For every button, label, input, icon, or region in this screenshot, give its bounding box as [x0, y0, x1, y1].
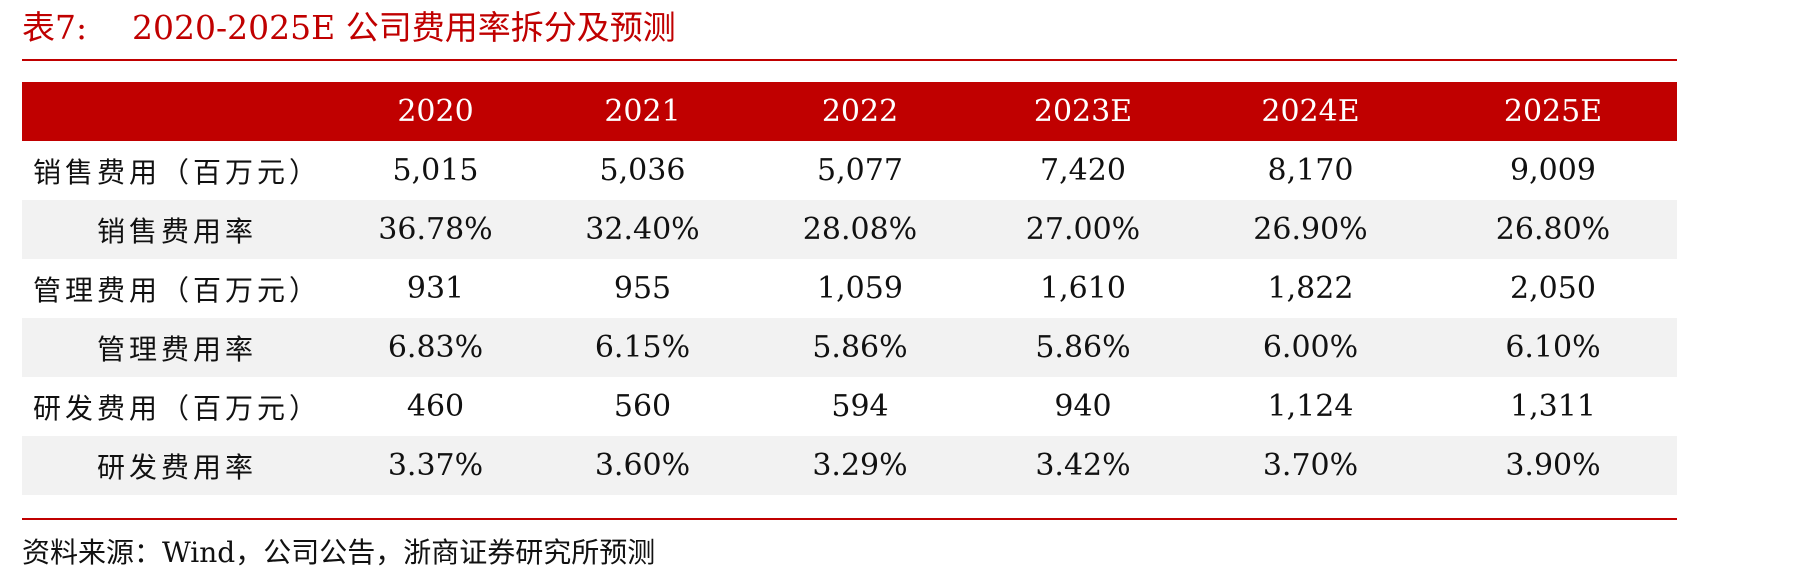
- table-cell: 6.15%: [539, 318, 746, 377]
- table-row: 销售费用率 36.78% 32.40% 28.08% 27.00% 26.90%…: [22, 200, 1677, 259]
- row-label: 研发费用（百万元）: [32, 391, 321, 425]
- table-cell: 27.00%: [974, 200, 1192, 259]
- table-row: 研发费用（百万元） 460 560 594 940 1,124 1,311: [22, 377, 1677, 436]
- table-cell: 26.90%: [1192, 200, 1429, 259]
- table-cell: 3.37%: [332, 436, 539, 495]
- table-cell: 3.29%: [746, 436, 974, 495]
- table-title-text: 2020-2025E 公司费用率拆分及预测: [132, 8, 676, 47]
- table-cell: 560: [613, 389, 672, 424]
- bottom-divider: [22, 518, 1677, 520]
- table-cell: 6.00%: [1192, 318, 1429, 377]
- row-label: 研发费用率: [22, 436, 332, 495]
- table-row: 销售费用（百万元） 5,015 5,036 5,077 7,420 8,170 …: [22, 141, 1677, 200]
- top-divider: [22, 59, 1677, 61]
- table-cell: 5,036: [599, 153, 686, 188]
- row-label: 销售费用率: [22, 200, 332, 259]
- header-year: 2023E: [974, 82, 1192, 141]
- table-cell: 1,822: [1267, 271, 1354, 306]
- table-cell: 8,170: [1267, 153, 1354, 188]
- table-cell: 32.40%: [539, 200, 746, 259]
- table-cell: 5,077: [817, 153, 903, 188]
- header-row: 2020 2021 2022 2023E 2024E 2025E: [22, 82, 1677, 141]
- table-cell: 594: [831, 389, 889, 424]
- table-cell: 1,059: [817, 271, 903, 306]
- row-label: 管理费用（百万元）: [32, 273, 321, 307]
- table-cell: 5.86%: [974, 318, 1192, 377]
- table-cell: 26.80%: [1429, 200, 1677, 259]
- table-cell: 1,124: [1267, 389, 1354, 424]
- table-cell: 5.86%: [746, 318, 974, 377]
- expense-ratio-table: 2020 2021 2022 2023E 2024E 2025E 销售费用（百万…: [22, 82, 1677, 495]
- table-cell: 1,610: [1040, 271, 1126, 306]
- header-year: 2020: [332, 82, 539, 141]
- header-year: 2021: [539, 82, 746, 141]
- header-year: 2025E: [1429, 82, 1677, 141]
- header-year: 2024E: [1192, 82, 1429, 141]
- source-note: 资料来源：Wind，公司公告，浙商证券研究所预测: [22, 536, 656, 569]
- table-cell: 3.70%: [1192, 436, 1429, 495]
- table-row: 管理费用（百万元） 931 955 1,059 1,610 1,822 2,05…: [22, 259, 1677, 318]
- table-cell: 2,050: [1510, 271, 1596, 306]
- table-cell: 3.60%: [539, 436, 746, 495]
- header-year: 2022: [746, 82, 974, 141]
- table-cell: 7,420: [1040, 153, 1126, 188]
- table-cell: 3.90%: [1429, 436, 1677, 495]
- table-cell: 460: [406, 389, 465, 424]
- table-cell: 9,009: [1510, 153, 1596, 188]
- row-label: 销售费用（百万元）: [32, 155, 321, 189]
- header-corner: [22, 82, 332, 141]
- table-cell: 1,311: [1510, 389, 1596, 424]
- table-cell: 6.10%: [1429, 318, 1677, 377]
- table-cell: 36.78%: [332, 200, 539, 259]
- table-number: 表7:: [22, 8, 88, 47]
- table-cell: 3.42%: [974, 436, 1192, 495]
- table-row: 研发费用率 3.37% 3.60% 3.29% 3.42% 3.70% 3.90…: [22, 436, 1677, 495]
- table-cell: 940: [1054, 389, 1112, 424]
- table-cell: 5,015: [392, 153, 479, 188]
- table-cell: 931: [406, 271, 465, 306]
- table-cell: 6.83%: [332, 318, 539, 377]
- table-cell: 28.08%: [746, 200, 974, 259]
- table-cell: 955: [613, 271, 672, 306]
- table-title: 表7: 2020-2025E 公司费用率拆分及预测: [22, 4, 676, 52]
- row-label: 管理费用率: [22, 318, 332, 377]
- table-row: 管理费用率 6.83% 6.15% 5.86% 5.86% 6.00% 6.10…: [22, 318, 1677, 377]
